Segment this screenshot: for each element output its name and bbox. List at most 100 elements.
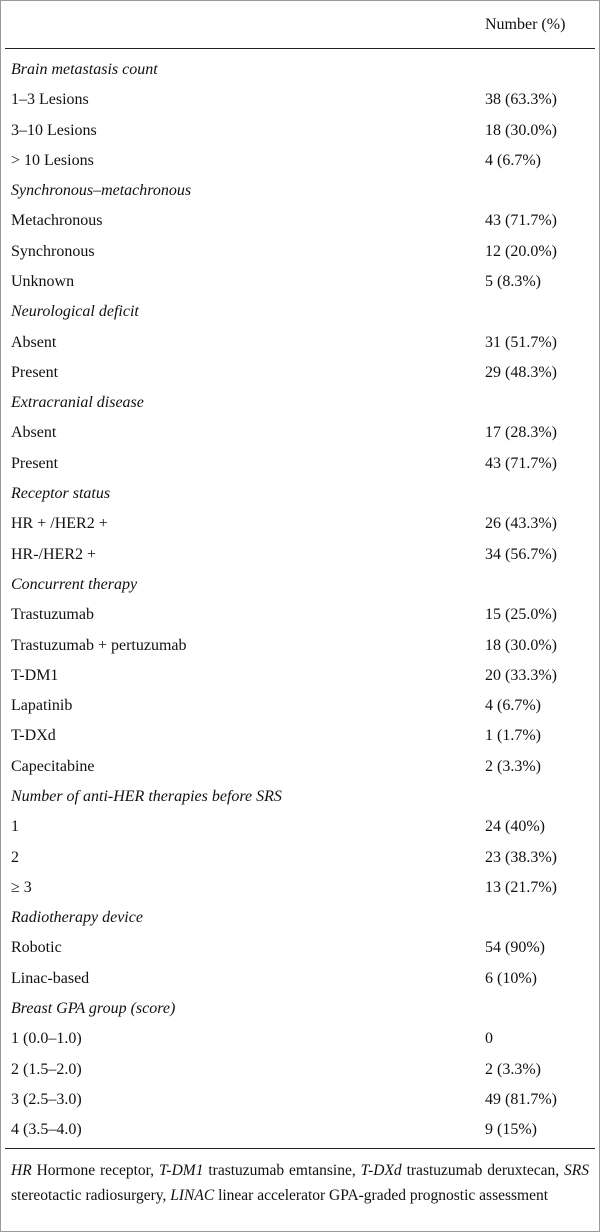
row-value: 29 (48.3%) [485,363,557,381]
row-label: Linac-based [11,969,90,987]
row-value: 23 (38.3%) [485,848,557,866]
data-row: 4 (3.5–4.0) 9 (15%) [11,1115,591,1145]
data-row: Trastuzumab 15 (25.0%) [11,600,591,630]
data-row: Robotic 54 (90%) [11,933,591,963]
row-value: 20 (33.3%) [485,666,557,684]
data-row: 1 (0.0–1.0) 0 [11,1024,591,1054]
row-value: 4 (6.7%) [485,151,541,169]
row-value: 12 (20.0%) [485,242,557,260]
row-label: Robotic [11,939,62,957]
row-value: 38 (63.3%) [485,91,557,109]
section-row: Radiotherapy device [11,903,591,933]
section-title: Radiotherapy device [11,909,143,927]
row-label: 3 (2.5–3.0) [11,1090,82,1108]
row-label: HR + /HER2 + [11,515,108,533]
section-row: Breast GPA group (score) [11,994,591,1024]
row-label: 4 (3.5–4.0) [11,1121,82,1139]
section-row: Neurological deficit [11,297,591,327]
section-title: Breast GPA group (score) [11,999,176,1017]
row-label: Trastuzumab + pertuzumab [11,636,187,654]
row-label: ≥ 3 [11,878,32,896]
row-label: 2 (1.5–2.0) [11,1060,82,1078]
section-title: Brain metastasis count [11,61,158,78]
footnote-definition: Hormone receptor, [36,1162,155,1179]
footnote-definition: stereotactic radiosurgery, [11,1187,167,1204]
data-row: HR-/HER2 + 34 (56.7%) [11,540,591,570]
row-label: > 10 Lesions [11,151,94,169]
data-row: Linac-based 6 (10%) [11,964,591,994]
section-title: Receptor status [11,485,111,503]
section-title: Neurological deficit [11,303,139,321]
row-value: 26 (43.3%) [485,515,557,533]
row-label: Present [11,363,59,381]
section-title: Number of anti-HER therapies before SRS [11,787,282,805]
data-row: Present 29 (48.3%) [11,358,591,388]
row-value: 18 (30.0%) [485,121,557,139]
row-value: 43 (71.7%) [485,454,557,472]
section-row: Receptor status [11,479,591,509]
row-label: Synchronous [11,242,95,260]
row-label: Absent [11,333,57,351]
row-label: T-DXd [11,727,56,745]
row-value: 1 (1.7%) [485,727,541,745]
footnote-abbr: HR [11,1162,32,1179]
row-label: Capecitabine [11,757,95,775]
data-row: 3 (2.5–3.0) 49 (81.7%) [11,1085,591,1115]
footnote-definition: linear accelerator GPA-graded prognostic… [218,1187,549,1204]
header-rule [5,48,595,49]
row-value: 54 (90%) [485,939,545,957]
row-label: 3–10 Lesions [11,121,97,139]
data-row: Absent 31 (51.7%) [11,328,591,358]
row-value: 2 (3.3%) [485,757,541,775]
row-value: 17 (28.3%) [485,424,557,442]
footnote-abbr: LINAC [170,1187,215,1204]
data-row: 1 24 (40%) [11,812,591,842]
row-value: 5 (8.3%) [485,273,541,291]
row-label: 2 [11,848,19,866]
data-row: 2 23 (38.3%) [11,843,591,873]
section-row: Extracranial disease [11,388,591,418]
data-row: Trastuzumab + pertuzumab 18 (30.0%) [11,631,591,661]
bottom-rule [5,1148,595,1149]
section-title: Concurrent therapy [11,575,138,593]
section-row: Brain metastasis count [11,55,591,85]
data-row: ≥ 3 13 (21.7%) [11,873,591,903]
data-row: 1–3 Lesions 38 (63.3%) [11,85,591,115]
row-label: Trastuzumab [11,606,94,624]
data-row: T-DXd 1 (1.7%) [11,721,591,751]
section-title: Extracranial disease [11,394,144,412]
data-row: Synchronous 12 (20.0%) [11,237,591,267]
row-value: 0 [485,1030,493,1048]
row-label: Absent [11,424,57,442]
section-row: Number of anti-HER therapies before SRS [11,782,591,812]
row-value: 49 (81.7%) [485,1090,557,1108]
row-label: 1–3 Lesions [11,91,89,109]
data-row: Metachronous 43 (71.7%) [11,206,591,236]
data-row: Absent 17 (28.3%) [11,418,591,448]
row-label: HR-/HER2 + [11,545,97,563]
row-value: 6 (10%) [485,969,537,987]
data-row: HR + /HER2 + 26 (43.3%) [11,509,591,539]
row-value: 34 (56.7%) [485,545,557,563]
data-row: Capecitabine 2 (3.3%) [11,752,591,782]
section-title: Synchronous–metachronous [11,182,192,200]
row-value: 9 (15%) [485,1121,537,1139]
row-label: T-DM1 [11,666,59,684]
row-label: Present [11,454,59,472]
row-value: 18 (30.0%) [485,636,557,654]
row-value: 24 (40%) [485,818,545,836]
section-row: Synchronous–metachronous [11,176,591,206]
footnote-abbr: SRS [564,1162,589,1179]
column-header: Number (%) [485,16,566,33]
data-row: > 10 Lesions 4 (6.7%) [11,146,591,176]
footnote-definition: trastuzumab emtansine, [208,1162,356,1179]
row-label: Lapatinib [11,697,73,715]
data-row: Lapatinib 4 (6.7%) [11,691,591,721]
row-value: 15 (25.0%) [485,606,557,624]
data-row: 2 (1.5–2.0) 2 (3.3%) [11,1055,591,1085]
row-label: 1 [11,818,19,836]
section-row: Concurrent therapy [11,570,591,600]
footnote-abbr: T-DXd [360,1162,402,1179]
row-label: 1 (0.0–1.0) [11,1030,82,1048]
